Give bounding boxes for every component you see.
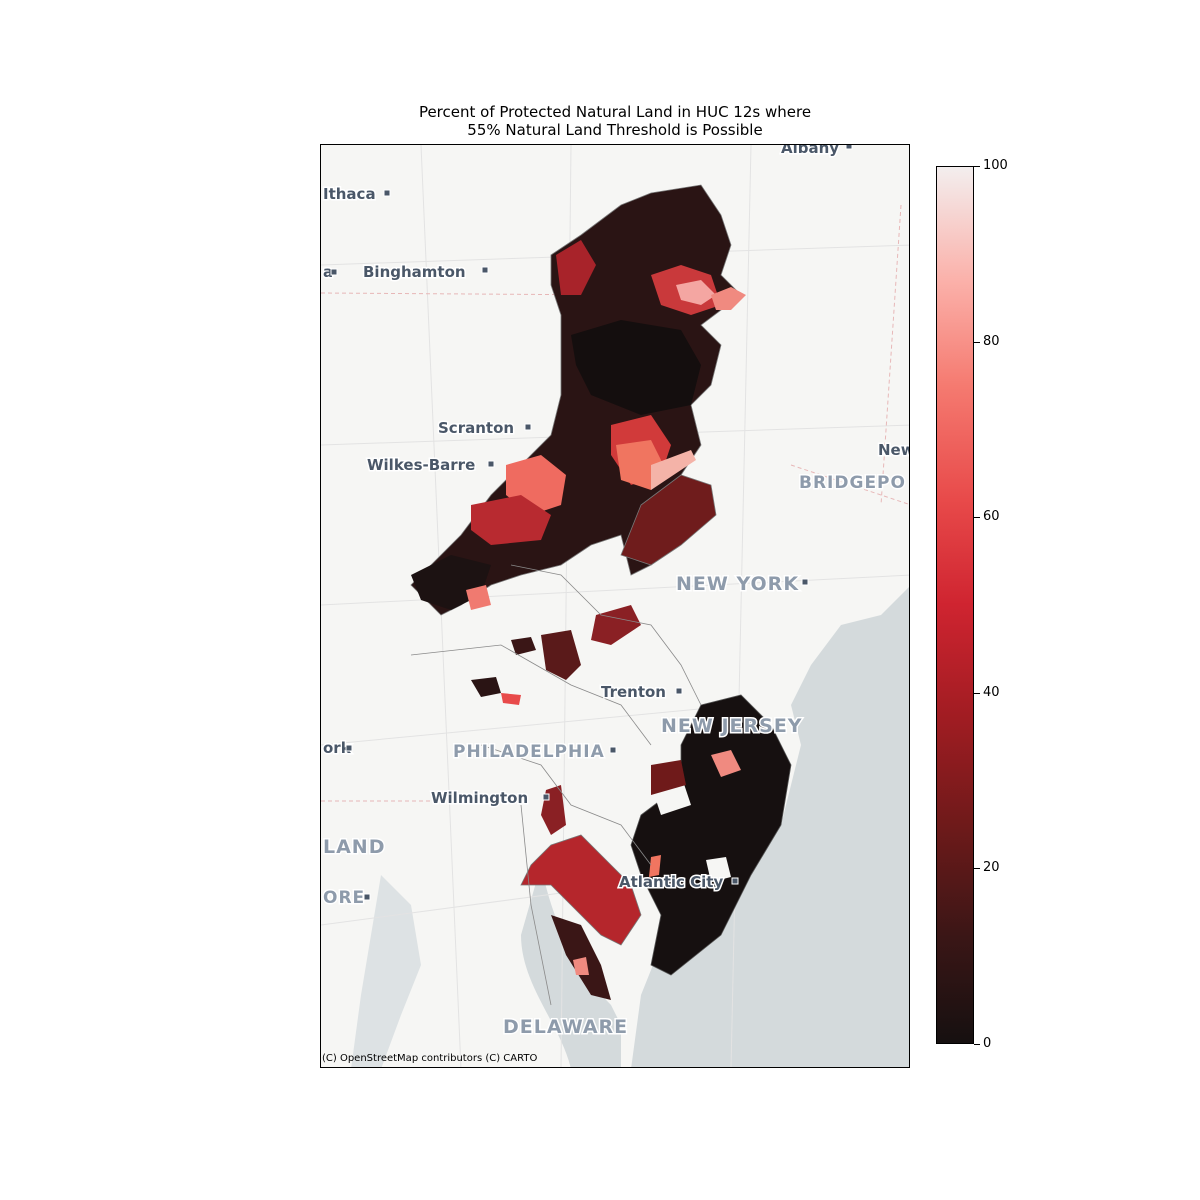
label-wilmington: Wilmington xyxy=(431,789,528,807)
region-mid-pink-strip xyxy=(651,450,696,490)
region-southwest-red xyxy=(520,834,642,946)
region-central-5 xyxy=(501,693,521,705)
label-ithaca: Ithaca xyxy=(323,185,376,203)
map-title-line1: Percent of Protected Natural Land in HUC… xyxy=(418,103,812,121)
colorbar-tick-80 xyxy=(974,342,980,343)
colorbar-label-0: 0 xyxy=(983,1036,992,1051)
colorbar-tick-20 xyxy=(974,868,980,869)
marker-wilkes-barre xyxy=(487,460,495,468)
label-maryland: LAND xyxy=(323,836,385,858)
map-title: Percent of Protected Natural Land in HUC… xyxy=(320,103,910,139)
region-west-salmon-2 xyxy=(466,585,491,610)
colorbar-tick-60 xyxy=(974,517,980,518)
colorbar-label-20: 20 xyxy=(983,860,1000,875)
label-scranton: Scranton xyxy=(438,419,514,437)
label-york: ork xyxy=(323,739,352,757)
label-new-york: NEW YORK xyxy=(676,573,799,595)
colorbar-label-80: 80 xyxy=(983,334,1000,349)
bay-water xyxy=(521,865,621,1067)
marker-partial-left xyxy=(330,268,338,276)
label-baltimore: ORE xyxy=(323,888,365,908)
label-binghamton: Binghamton xyxy=(363,263,466,281)
state-borders xyxy=(321,204,909,802)
county-outlines xyxy=(410,564,702,1006)
region-southwest-dark xyxy=(551,915,611,1000)
label-trenton: Trenton xyxy=(601,683,666,701)
marker-scranton xyxy=(524,423,532,431)
region-north-dark xyxy=(571,320,701,415)
marker-philadelphia xyxy=(609,746,617,754)
map-canvas: Albany Ithaca a Binghamton Scranton Wilk… xyxy=(321,145,910,1067)
region-west-red xyxy=(471,495,551,545)
map-attribution: (C) OpenStreetMap contributors (C) CARTO xyxy=(322,1053,538,1064)
region-south-hole-2 xyxy=(706,857,731,882)
label-albany: Albany xyxy=(781,145,839,157)
label-wilkes-barre: Wilkes-Barre xyxy=(367,456,475,474)
marker-binghamton xyxy=(481,266,489,274)
marker-trenton xyxy=(675,687,683,695)
marker-wilmington xyxy=(542,793,550,801)
marker-albany xyxy=(845,145,853,150)
region-northeast-dark xyxy=(651,760,686,795)
colorbar-tick-100 xyxy=(974,166,980,167)
region-north-red-1 xyxy=(556,240,596,295)
label-delaware: DELAWARE xyxy=(503,1016,628,1038)
region-delaware-river xyxy=(541,785,566,835)
map-panel[interactable]: Albany Ithaca a Binghamton Scranton Wilk… xyxy=(320,144,910,1068)
region-southwest-pink xyxy=(573,957,589,975)
region-central-3 xyxy=(511,637,536,655)
region-central-4 xyxy=(471,677,501,697)
region-central-1 xyxy=(591,605,641,645)
label-bridgeport: BRIDGEPO xyxy=(799,473,906,493)
marker-atlantic-city xyxy=(731,877,739,885)
marker-new-york xyxy=(801,578,809,586)
colorbar-tick-0 xyxy=(974,1044,980,1045)
colorbar xyxy=(936,166,974,1044)
label-new-haven: New xyxy=(878,441,910,459)
marker-baltimore xyxy=(363,893,371,901)
colorbar-tick-40 xyxy=(974,693,980,694)
region-east-ridge xyxy=(620,474,717,566)
chesapeake-water xyxy=(351,875,421,1067)
region-central-2 xyxy=(541,630,581,680)
marker-york xyxy=(345,744,353,752)
region-south-salmon xyxy=(649,855,661,877)
marker-ithaca xyxy=(383,189,391,197)
label-atlantic-city: Atlantic City xyxy=(619,873,723,891)
label-partial-left: a xyxy=(323,263,333,281)
region-north-pink xyxy=(676,280,716,305)
colorbar-label-100: 100 xyxy=(983,158,1008,173)
label-philadelphia: PHILADELPHIA xyxy=(453,742,605,762)
city-markers xyxy=(330,145,853,901)
region-north-pink-2 xyxy=(711,287,746,310)
colorbar-label-60: 60 xyxy=(983,509,1000,524)
region-south-pink xyxy=(711,750,741,777)
colorbar-label-40: 40 xyxy=(983,685,1000,700)
label-new-jersey: NEW JERSEY xyxy=(661,715,803,737)
map-title-line2: 55% Natural Land Threshold is Possible xyxy=(467,121,763,139)
